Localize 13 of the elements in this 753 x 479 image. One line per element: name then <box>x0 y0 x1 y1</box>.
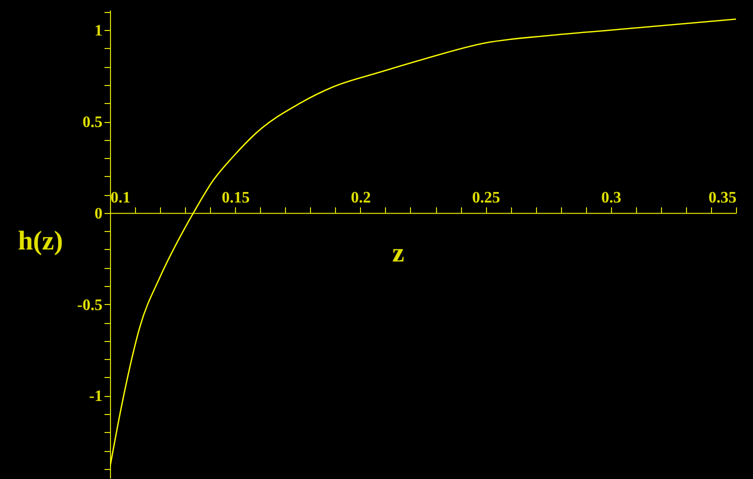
y-tick-label: 0.5 <box>82 114 102 132</box>
x-axis-title: z <box>392 237 404 268</box>
x-tick-label: 0.35 <box>708 189 736 206</box>
x-tick-label: 0.15 <box>222 189 250 206</box>
y-tick-label: -0.5 <box>77 296 102 314</box>
x-tick-label: 0.1 <box>110 189 130 206</box>
x-tick-label: 0.3 <box>601 189 622 206</box>
y-tick-label: 1 <box>94 22 102 40</box>
x-tick-label: 0.2 <box>350 189 371 206</box>
y-tick-label: -1 <box>89 388 102 406</box>
x-tick-label: 0.25 <box>472 189 500 206</box>
y-tick-label: 0 <box>94 205 102 222</box>
y-axis-title: h(z) <box>18 225 63 256</box>
